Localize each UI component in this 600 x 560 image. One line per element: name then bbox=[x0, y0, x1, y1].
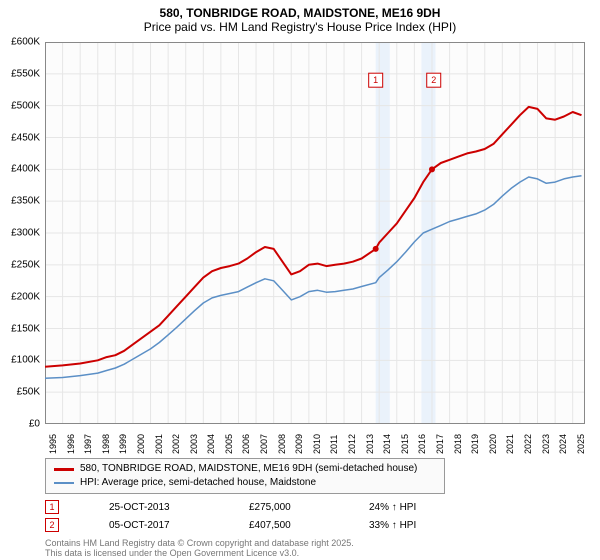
sale-date: 25-OCT-2013 bbox=[109, 502, 209, 513]
y-tick-label: £600K bbox=[11, 37, 40, 48]
y-tick-label: £350K bbox=[11, 196, 40, 207]
x-tick-label: 2009 bbox=[294, 434, 304, 454]
x-tick-label: 2001 bbox=[154, 434, 164, 454]
x-tick-label: 2002 bbox=[171, 434, 181, 454]
svg-text:1: 1 bbox=[373, 75, 378, 85]
sale-row: 1 25-OCT-2013 £275,000 24% ↑ HPI bbox=[45, 500, 416, 514]
footer: Contains HM Land Registry data © Crown c… bbox=[45, 538, 354, 558]
x-tick-label: 2023 bbox=[541, 434, 551, 454]
legend-item: 580, TONBRIDGE ROAD, MAIDSTONE, ME16 9DH… bbox=[54, 462, 436, 476]
sale-delta: 24% ↑ HPI bbox=[369, 502, 416, 513]
x-tick-label: 2000 bbox=[136, 434, 146, 454]
y-tick-label: £50K bbox=[17, 387, 40, 398]
sale-row: 2 05-OCT-2017 £407,500 33% ↑ HPI bbox=[45, 518, 416, 532]
x-tick-label: 2010 bbox=[312, 434, 322, 454]
x-tick-label: 2024 bbox=[558, 434, 568, 454]
sale-delta: 33% ↑ HPI bbox=[369, 520, 416, 531]
sales-table: 1 25-OCT-2013 £275,000 24% ↑ HPI 2 05-OCT-201… bbox=[45, 500, 416, 536]
y-tick-label: £250K bbox=[11, 259, 40, 270]
legend-label: 580, TONBRIDGE ROAD, MAIDSTONE, ME16 9DH… bbox=[80, 462, 417, 476]
x-tick-label: 2018 bbox=[453, 434, 463, 454]
y-tick-label: £200K bbox=[11, 291, 40, 302]
x-tick-label: 2016 bbox=[417, 434, 427, 454]
x-tick-label: 2019 bbox=[470, 434, 480, 454]
y-tick-label: £300K bbox=[11, 228, 40, 239]
svg-text:2: 2 bbox=[431, 75, 436, 85]
x-tick-label: 2015 bbox=[400, 434, 410, 454]
x-tick-label: 1997 bbox=[83, 434, 93, 454]
y-tick-label: £550K bbox=[11, 68, 40, 79]
x-tick-label: 2020 bbox=[488, 434, 498, 454]
x-tick-label: 2007 bbox=[259, 434, 269, 454]
x-tick-label: 2003 bbox=[189, 434, 199, 454]
sale-marker: 1 bbox=[45, 500, 59, 514]
x-tick-label: 2013 bbox=[365, 434, 375, 454]
chart-container: 580, TONBRIDGE ROAD, MAIDSTONE, ME16 9DH… bbox=[0, 0, 600, 560]
legend-swatch bbox=[54, 468, 74, 471]
x-tick-label: 2011 bbox=[329, 435, 339, 454]
y-tick-label: £0 bbox=[29, 419, 40, 430]
x-tick-label: 1999 bbox=[118, 434, 128, 454]
x-tick-label: 2025 bbox=[576, 434, 586, 454]
y-tick-label: £400K bbox=[11, 164, 40, 175]
x-tick-label: 1995 bbox=[48, 434, 58, 454]
y-tick-label: £150K bbox=[11, 323, 40, 334]
chart-svg: 12 bbox=[45, 42, 585, 424]
x-tick-label: 2008 bbox=[277, 434, 287, 454]
x-tick-label: 2004 bbox=[206, 434, 216, 454]
legend-swatch bbox=[54, 482, 74, 484]
x-tick-label: 2005 bbox=[224, 434, 234, 454]
x-tick-label: 2021 bbox=[505, 434, 515, 454]
legend-label: HPI: Average price, semi-detached house,… bbox=[80, 476, 316, 490]
sale-price: £407,500 bbox=[249, 520, 329, 531]
footer-line1: Contains HM Land Registry data © Crown c… bbox=[45, 538, 354, 548]
x-tick-label: 2006 bbox=[241, 434, 251, 454]
x-tick-label: 2014 bbox=[382, 434, 392, 454]
x-tick-label: 2022 bbox=[523, 434, 533, 454]
legend: 580, TONBRIDGE ROAD, MAIDSTONE, ME16 9DH… bbox=[45, 458, 445, 494]
title-address: 580, TONBRIDGE ROAD, MAIDSTONE, ME16 9DH bbox=[0, 6, 600, 20]
plot-area: 12 bbox=[45, 42, 585, 424]
y-tick-label: £100K bbox=[11, 355, 40, 366]
title-subtitle: Price paid vs. HM Land Registry's House … bbox=[0, 20, 600, 34]
x-tick-label: 1998 bbox=[101, 434, 111, 454]
x-axis: 1995 1996 1997 1998 1999 2000 2001 2002 2003 2004… bbox=[45, 424, 585, 456]
title-block: 580, TONBRIDGE ROAD, MAIDSTONE, ME16 9DH… bbox=[0, 0, 600, 36]
x-tick-label: 1996 bbox=[66, 434, 76, 454]
footer-line2: This data is licensed under the Open Gov… bbox=[45, 548, 354, 558]
y-tick-label: £500K bbox=[11, 100, 40, 111]
legend-item: HPI: Average price, semi-detached house,… bbox=[54, 476, 436, 490]
y-tick-label: £450K bbox=[11, 132, 40, 143]
sale-marker: 2 bbox=[45, 518, 59, 532]
sale-date: 05-OCT-2017 bbox=[109, 520, 209, 531]
x-tick-label: 2012 bbox=[347, 434, 357, 454]
y-axis: £0£50K£100K£150K£200K£250K£300K£350K£400… bbox=[0, 42, 42, 424]
x-tick-label: 2017 bbox=[435, 434, 445, 454]
sale-price: £275,000 bbox=[249, 502, 329, 513]
